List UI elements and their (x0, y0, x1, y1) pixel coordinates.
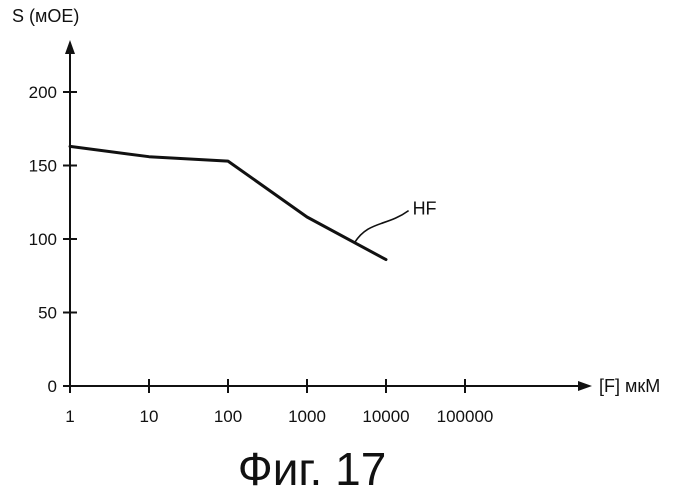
series-label-hf: HF (413, 199, 437, 219)
y-tick-label: 100 (29, 230, 57, 249)
y-axis-arrow (65, 40, 75, 54)
y-tick-label: 0 (48, 377, 57, 396)
x-tick-label: 1000 (288, 407, 326, 426)
x-axis-arrow (578, 381, 592, 391)
y-tick-label: 150 (29, 157, 57, 176)
y-tick-label: 200 (29, 83, 57, 102)
x-tick-label: 1 (65, 407, 74, 426)
x-tick-label: 10 (140, 407, 159, 426)
y-axis-title: S (мОЕ) (12, 6, 79, 26)
axes (65, 40, 592, 391)
y-tick-label: 50 (38, 304, 57, 323)
figure-caption: Фиг. 17 (238, 443, 387, 495)
series-line-hf (70, 146, 386, 259)
x-tick-label: 100000 (437, 407, 494, 426)
x-axis-title: [F] мкМ (599, 376, 660, 396)
annotation-leader (355, 211, 409, 243)
x-tick-label: 100 (214, 407, 242, 426)
x-tick-label: 10000 (362, 407, 409, 426)
series: HF (70, 146, 437, 259)
